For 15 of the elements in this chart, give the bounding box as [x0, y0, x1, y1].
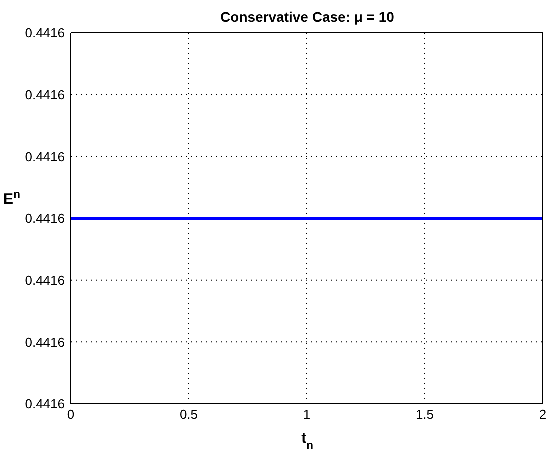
y-tick-label: 0.4416: [25, 334, 65, 350]
y-tick-label: 0.4416: [25, 149, 65, 164]
chart-title: Conservative Case: μ = 10: [220, 9, 395, 25]
x-tick-label: 0: [67, 407, 75, 422]
y-tick-label: 0.4416: [25, 26, 65, 41]
y-tick-label: 0.4416: [25, 396, 65, 412]
x-tick-label: 0.5: [180, 407, 198, 422]
y-tick-label: 0.4416: [25, 211, 65, 226]
y-axis-title: E$^{n}$: [4, 189, 21, 208]
x-tick-label: 1.5: [416, 407, 434, 422]
y-tick-label: 0.4416: [25, 87, 65, 102]
y-tick-label: 0.4416: [25, 272, 65, 288]
x-axis-title: t$_{n}$: [302, 430, 314, 452]
x-tick-label: 2: [539, 407, 547, 422]
x-tick-label: 1: [303, 407, 311, 422]
